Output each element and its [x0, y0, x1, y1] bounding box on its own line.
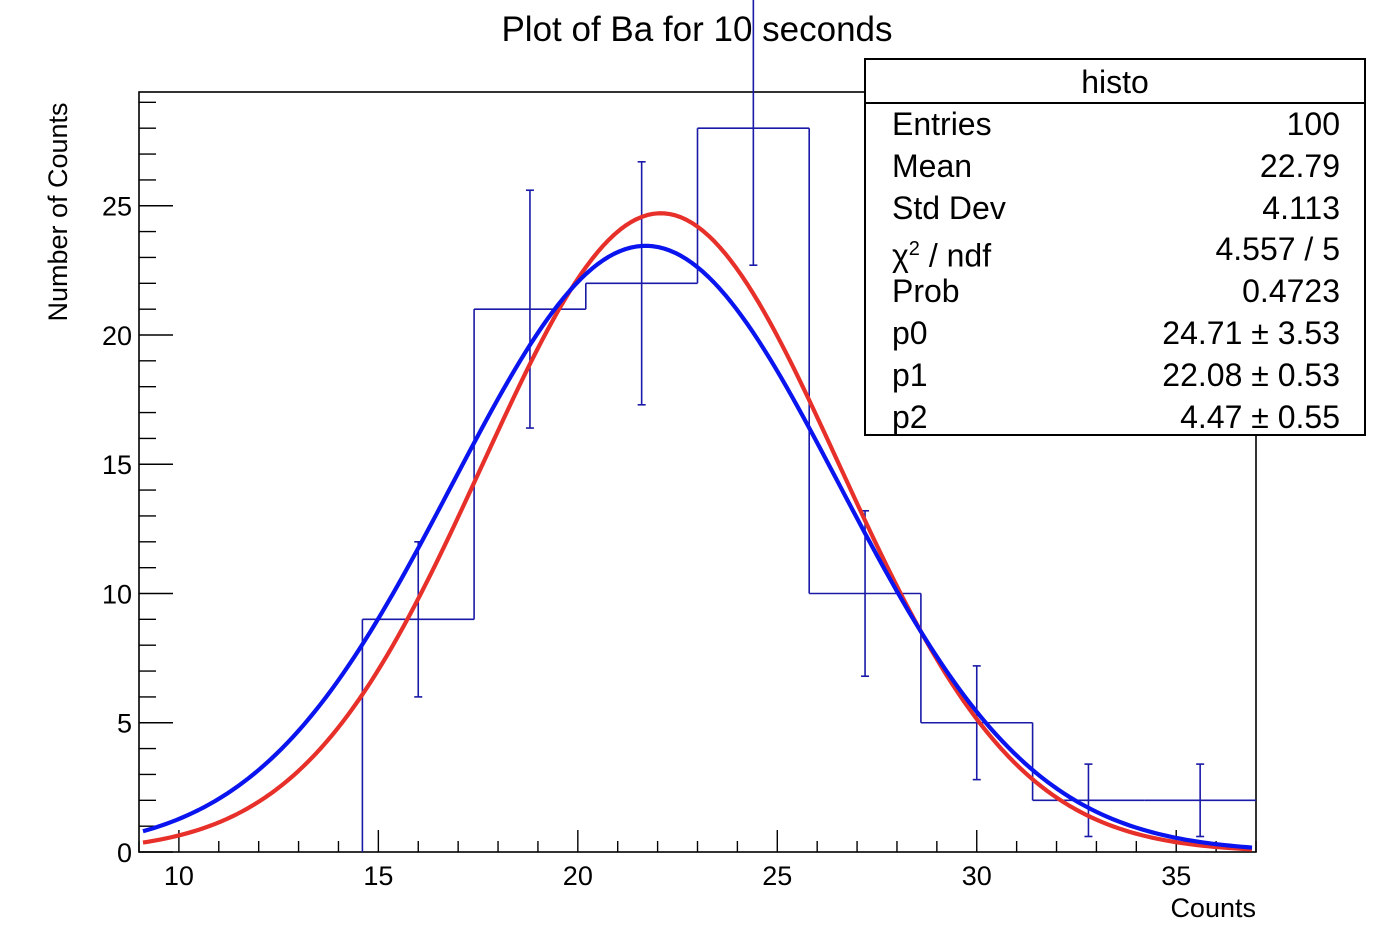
stats-key: Mean — [892, 147, 973, 184]
y-axis-label: Number of Counts — [43, 102, 73, 321]
stats-key: Prob — [892, 273, 960, 310]
histogram-bin — [1032, 763, 1145, 838]
x-tick-label: 25 — [762, 861, 792, 891]
stats-value: 24.71 ± 3.53 — [1162, 314, 1340, 351]
stats-row-std-dev: Std Dev 4.113 — [866, 188, 1364, 230]
histogram-bin — [920, 665, 1033, 781]
y-tick-label: 20 — [102, 321, 132, 351]
chi-exponent: 2 — [908, 238, 920, 261]
stats-key: Entries — [892, 106, 992, 142]
histogram-bin — [474, 189, 586, 429]
stats-value: 22.79 — [1259, 147, 1340, 184]
chart-title: Plot of Ba for 10 seconds — [501, 10, 892, 49]
histogram-bin — [585, 160, 698, 406]
y-tick-label: 10 — [102, 579, 132, 609]
y-tick-label: 25 — [102, 192, 132, 222]
histogram-bin — [697, 0, 810, 266]
y-tick-label: 0 — [117, 838, 132, 868]
stats-row-p0: p0 24.71 ± 3.53 — [866, 313, 1364, 355]
fit-curve — [142, 243, 1253, 850]
stats-key: p1 — [892, 356, 928, 393]
histogram-bin — [362, 540, 475, 698]
stats-row-chi2-ndf: χ2 / ndf 4.557 / 5 — [866, 229, 1364, 274]
stats-key: p0 — [892, 314, 928, 351]
y-tick-label: 5 — [117, 709, 132, 739]
stats-key: p2 — [892, 398, 928, 435]
stats-row-entries: Entries 100 — [866, 104, 1364, 146]
stats-value: 22.08 ± 0.53 — [1162, 356, 1340, 393]
stats-row-mean: Mean 22.79 — [866, 146, 1364, 188]
histogram-bin — [1144, 763, 1256, 838]
stats-value: 100 — [1286, 106, 1340, 142]
stats-value: 4.557 / 5 — [1215, 231, 1340, 268]
chi-symbol: χ — [892, 238, 909, 275]
stats-value: 0.4723 — [1242, 273, 1340, 310]
x-tick-label: 15 — [363, 861, 393, 891]
stats-row-p1: p1 22.08 ± 0.53 — [866, 355, 1364, 397]
chi-suffix: / ndf — [919, 238, 992, 275]
x-tick-label: 20 — [563, 861, 593, 891]
stats-row-p2: p2 4.47 ± 0.55 — [866, 397, 1364, 439]
stats-box: histo Entries 100 Mean 22.79 Std Dev 4.1… — [864, 58, 1366, 436]
x-tick-label: 10 — [164, 861, 194, 891]
x-axis-label: Counts — [1170, 893, 1256, 923]
stats-box-title: histo — [866, 60, 1364, 104]
fit-curve — [142, 211, 1253, 852]
stats-value: 4.47 ± 0.55 — [1180, 398, 1340, 435]
stats-value: 4.113 — [1262, 189, 1340, 226]
stats-key: Std Dev — [892, 189, 1006, 226]
x-tick-label: 30 — [962, 861, 992, 891]
x-tick-label: 35 — [1161, 861, 1191, 891]
stats-key: χ2 / ndf — [892, 229, 991, 277]
stats-row-prob: Prob 0.4723 — [866, 271, 1364, 313]
y-tick-label: 15 — [102, 450, 132, 480]
